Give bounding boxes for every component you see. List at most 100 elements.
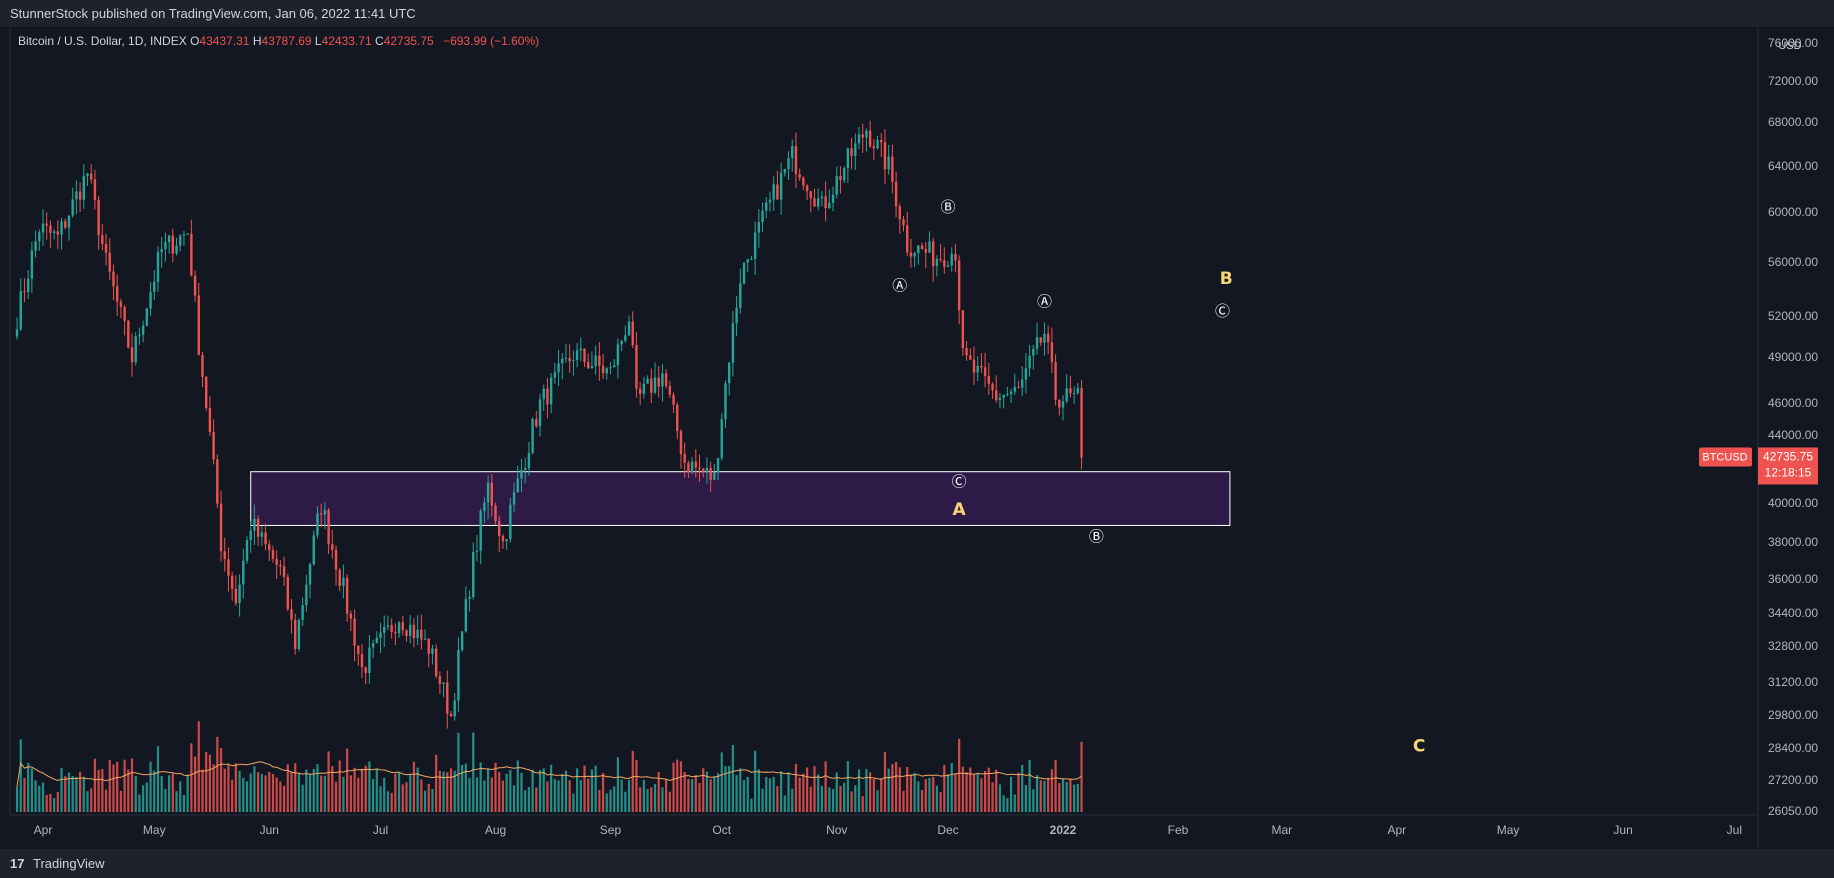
volume-bar <box>683 771 686 812</box>
candle <box>642 376 646 399</box>
volume-bar <box>802 773 805 812</box>
candle <box>1017 380 1020 389</box>
volume-bar <box>657 772 660 812</box>
candle <box>791 139 794 172</box>
candle <box>60 217 63 250</box>
candle <box>727 362 731 396</box>
volume-bar <box>1073 784 1076 812</box>
candle <box>568 344 571 373</box>
candle <box>357 645 360 666</box>
volume-bar <box>724 766 727 812</box>
volume-bar <box>820 785 824 812</box>
volume-bar <box>34 780 37 812</box>
candle <box>794 132 798 188</box>
candle <box>175 237 178 256</box>
volume-bar <box>694 774 697 812</box>
candle <box>535 410 538 429</box>
candle <box>197 282 200 356</box>
volume-bar <box>894 761 898 812</box>
candle <box>824 181 827 222</box>
candle <box>572 350 575 376</box>
time-axis[interactable]: Apr May Jun Jul Aug Sep Oct Nov Dec 2022 Feb Mar Apr… <box>34 823 1742 837</box>
candle <box>409 615 412 644</box>
volume-bar <box>865 769 868 812</box>
volume-bar <box>368 761 371 812</box>
volume-bar <box>78 772 82 812</box>
volume-bar <box>939 792 942 812</box>
volume-bar <box>594 765 597 812</box>
volume-bar <box>869 772 872 812</box>
volume-bar <box>305 769 308 812</box>
volume-moving-average <box>16 761 1082 787</box>
candle <box>716 457 720 481</box>
volume-bar <box>45 794 48 812</box>
candle <box>394 623 397 646</box>
volume-bar <box>765 777 768 812</box>
candle <box>26 269 30 299</box>
volume-bar <box>516 760 519 812</box>
candle <box>390 618 393 639</box>
candle <box>1002 394 1005 409</box>
candle <box>698 454 701 482</box>
volume-bar <box>768 778 772 812</box>
volume-bar <box>416 767 419 812</box>
volume-bar <box>338 760 341 812</box>
last-price-tag[interactable]: BTCUSD 42735.75 12:18:15 <box>1699 447 1818 485</box>
candle <box>446 670 449 729</box>
footer-brand[interactable]: TradingView <box>33 856 105 871</box>
volume-bar <box>954 774 957 812</box>
volume-bar <box>505 773 508 812</box>
currency-unit-label[interactable]: USD <box>1778 40 1801 52</box>
volume-bar <box>153 770 156 812</box>
volume-bar <box>75 776 78 812</box>
volume-bar <box>928 777 931 812</box>
volume-bar <box>976 774 979 812</box>
candle <box>234 575 238 606</box>
volume-bar <box>898 767 901 812</box>
candle <box>1013 373 1016 395</box>
volume-bar <box>1002 795 1005 812</box>
volume-bar <box>323 775 326 812</box>
volume-bar <box>112 764 115 812</box>
candle <box>412 618 416 648</box>
volume-bar <box>716 773 720 812</box>
volume-bar <box>572 793 575 812</box>
candle <box>713 463 716 481</box>
candle <box>190 219 193 277</box>
x-tick-label: Aug <box>485 823 506 837</box>
candle <box>490 474 493 517</box>
candle <box>119 298 123 319</box>
y-tick-label: 29800.00 <box>1768 708 1818 722</box>
candle <box>479 508 482 565</box>
volume-bar <box>438 770 441 812</box>
wave-label: Ⓐ <box>892 276 907 294</box>
candles <box>15 120 1083 729</box>
support-zone[interactable] <box>250 471 1231 526</box>
candle <box>386 615 390 630</box>
volume-bar <box>642 779 645 812</box>
y-tick-label: 31200.00 <box>1768 675 1818 689</box>
volume-bar <box>805 767 809 812</box>
candle <box>371 639 375 658</box>
volume-bar <box>794 763 798 812</box>
candle <box>805 184 809 201</box>
candle <box>802 176 805 191</box>
volume-bar <box>90 788 93 812</box>
volume-bar <box>772 776 775 812</box>
x-tick-label: Jul <box>373 823 388 837</box>
volume-bar <box>624 791 627 812</box>
volume-bar <box>702 768 705 812</box>
volume-bar <box>353 767 356 812</box>
candle <box>742 262 746 285</box>
volume-bar <box>308 773 312 812</box>
candle <box>1080 380 1083 470</box>
volume-bar <box>728 766 731 812</box>
legend-symbol[interactable]: Bitcoin / U.S. Dollar, 1D, INDEX <box>18 34 187 48</box>
volume-bar <box>205 751 208 812</box>
y-tick-label: 60000.00 <box>1768 205 1818 219</box>
candle <box>976 356 979 382</box>
tradingview-logo-icon[interactable]: 17 <box>10 856 25 871</box>
volume-bar <box>1069 778 1072 812</box>
